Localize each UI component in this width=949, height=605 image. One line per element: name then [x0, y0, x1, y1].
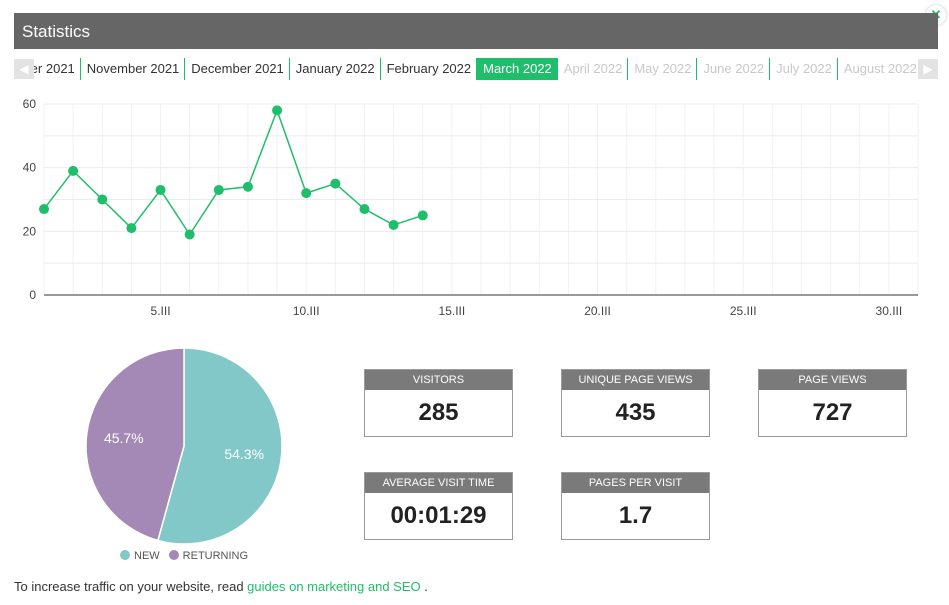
- y-tick-label: 60: [23, 97, 37, 111]
- legend-label: NEW: [134, 550, 160, 562]
- x-tick-label: 20.III: [584, 304, 611, 318]
- data-point[interactable]: [272, 105, 283, 116]
- x-tick-label: 15.III: [439, 304, 466, 318]
- data-point[interactable]: [68, 165, 79, 176]
- x-tick-label: 10.III: [293, 304, 320, 318]
- stat-label: PAGE VIEWS: [759, 370, 906, 390]
- y-tick-label: 0: [29, 288, 36, 302]
- month-tab[interactable]: January 2022: [290, 58, 381, 80]
- y-tick-label: 40: [23, 161, 37, 175]
- visitors-stat: VISITORS 285: [364, 369, 513, 437]
- data-point[interactable]: [39, 204, 49, 215]
- legend-dot: [120, 550, 130, 560]
- month-tab[interactable]: November 2021: [81, 58, 186, 80]
- x-tick-label: 25.III: [730, 304, 757, 318]
- stat-value: 00:01:29: [390, 502, 487, 529]
- month-tab[interactable]: December 2021: [185, 58, 290, 80]
- month-tab[interactable]: August 2022: [838, 58, 918, 80]
- page-views-stat: PAGE VIEWS 727: [758, 369, 907, 437]
- stat-value: 727: [812, 399, 853, 426]
- visits-series-line: [43, 108, 423, 236]
- month-tab[interactable]: June 2022: [697, 58, 771, 80]
- pie-slice-label: 54.3%: [224, 446, 264, 462]
- footer-period: .: [424, 579, 428, 594]
- data-point[interactable]: [388, 219, 399, 230]
- data-point[interactable]: [242, 181, 253, 192]
- x-tick-label: 5.III: [151, 304, 171, 318]
- caret-right-icon[interactable]: ▶: [918, 59, 938, 79]
- pie-chart-svg: 54.3% 45.7%: [85, 347, 283, 545]
- data-point[interactable]: [301, 188, 312, 199]
- unique-page-views-stat: UNIQUE PAGE VIEWS 435: [561, 369, 710, 437]
- footer-text: To increase traffic on your website, rea…: [14, 579, 244, 594]
- statistics-header: Statistics: [14, 13, 938, 49]
- visits-line-chart: 0 20 40 60 5.III 10.III 15.III 20.III 25.III 30.I…: [23, 97, 919, 318]
- page-title: Statistics: [22, 22, 91, 41]
- month-tab[interactable]: October 2021: [34, 58, 81, 80]
- pie-slice-returning[interactable]: [85, 347, 185, 542]
- legend-label: RETURNING: [182, 550, 249, 562]
- data-point[interactable]: [126, 223, 137, 234]
- legend-item-new[interactable]: NEW: [120, 550, 160, 562]
- caret-left-icon[interactable]: ◀: [14, 59, 34, 79]
- data-point[interactable]: [417, 210, 428, 221]
- stat-label: PAGES PER VISIT: [562, 473, 709, 493]
- visitor-type-pie-chart: 54.3% 45.7%: [80, 342, 290, 557]
- data-point[interactable]: [330, 178, 341, 189]
- x-tick-label: 30.III: [876, 304, 903, 318]
- data-point[interactable]: [97, 194, 108, 205]
- legend-item-returning[interactable]: RETURNING: [168, 550, 249, 562]
- average-visit-time-stat: AVERAGE VISIT TIME 00:01:29: [364, 472, 513, 540]
- stat-value: 435: [615, 399, 656, 426]
- marketing-guides-link[interactable]: guides on marketing and SEO: [247, 579, 421, 594]
- month-tab[interactable]: March 2022: [477, 58, 558, 80]
- footer-note: To increase traffic on your website, rea…: [14, 579, 428, 594]
- pie-slice-label: 45.7%: [104, 430, 144, 446]
- stat-label: AVERAGE VISIT TIME: [365, 473, 512, 493]
- data-point[interactable]: [155, 184, 166, 195]
- y-tick-label: 20: [23, 224, 37, 238]
- stat-value: 285: [418, 399, 459, 426]
- stat-label: UNIQUE PAGE VIEWS: [562, 370, 709, 390]
- data-point[interactable]: [359, 204, 370, 215]
- month-tab[interactable]: May 2022: [628, 58, 698, 80]
- month-tab[interactable]: July 2022: [770, 58, 838, 80]
- stat-label: VISITORS: [365, 370, 512, 390]
- stat-value: 1.7: [618, 502, 653, 529]
- data-point[interactable]: [213, 184, 224, 195]
- month-tab[interactable]: February 2022: [381, 58, 478, 80]
- pages-per-visit-stat: PAGES PER VISIT 1.7: [561, 472, 710, 540]
- pie-legend: NEW RETURNING: [120, 550, 257, 562]
- legend-dot: [168, 550, 179, 560]
- month-tab[interactable]: April 2022: [558, 58, 629, 80]
- data-point[interactable]: [184, 229, 195, 240]
- pie-slice-new[interactable]: [156, 347, 283, 545]
